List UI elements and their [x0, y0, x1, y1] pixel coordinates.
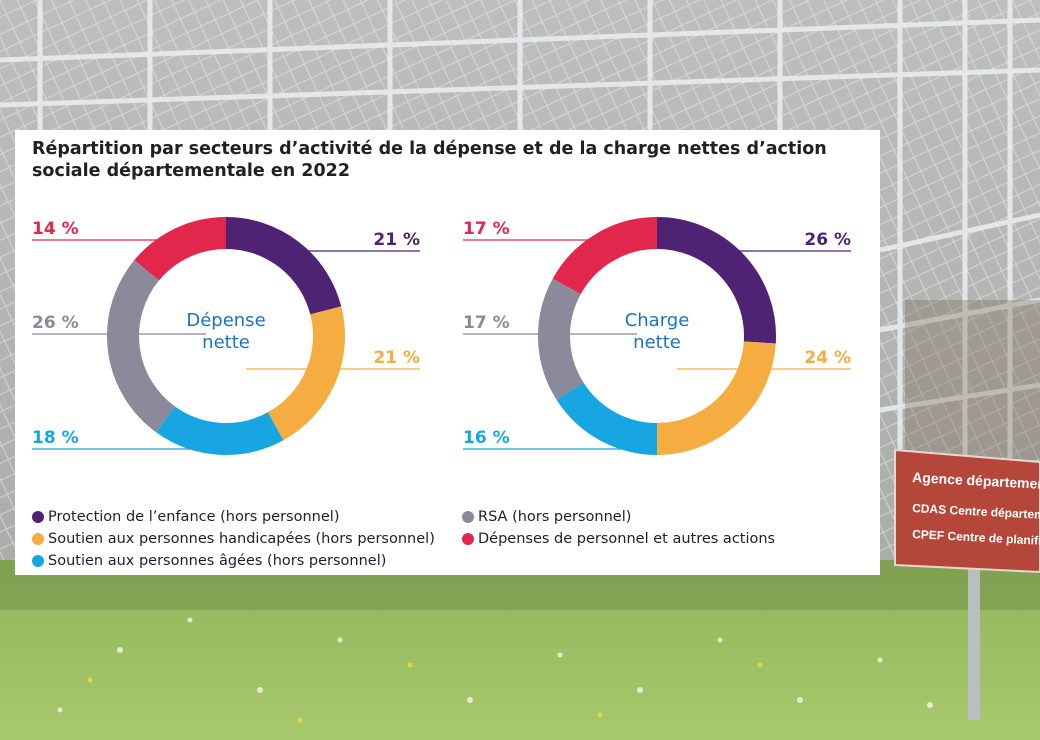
legend-dot-depenses-personnel: [462, 533, 474, 545]
legend-label: Soutien aux personnes handicapées (hors …: [48, 531, 435, 547]
legend-item-protection-enfance: Protection de l’enfance (hors personnel): [32, 509, 339, 525]
donut-slice-personnes-handicapees: [267, 306, 345, 441]
data-label-protection-enfance: 26 %: [804, 230, 851, 250]
legend-dot-personnes-handicapees: [32, 533, 44, 545]
legend-label: Soutien aux personnes âgées (hors person…: [48, 553, 387, 569]
data-label-rsa: 17 %: [463, 313, 510, 333]
data-label-rsa: 26 %: [32, 313, 79, 333]
center-label-line: Dépense: [186, 310, 265, 331]
center-label-line: Charge: [625, 310, 690, 331]
legend-dot-rsa: [462, 511, 474, 523]
legend: Protection de l’enfance (hors personnel)…: [32, 509, 872, 575]
signboard: Agence départementale CDAS Centre départ…: [894, 448, 1040, 574]
chart-card: Répartition par secteurs d’activité de l…: [15, 130, 880, 575]
data-label-depenses-personnel: 17 %: [463, 219, 510, 239]
donut-slice-rsa: [538, 278, 584, 400]
donut-slice-protection-enfance: [225, 217, 342, 315]
donut-slice-rsa: [107, 260, 176, 433]
legend-dot-personnes-agees: [32, 555, 44, 567]
data-label-personnes-handicapees: 21 %: [373, 348, 420, 368]
legend-item-rsa: RSA (hors personnel): [462, 509, 631, 525]
legend-item-depenses-personnel: Dépenses de personnel et autres actions: [462, 531, 775, 547]
data-label-personnes-agees: 16 %: [463, 428, 510, 448]
chart-title: Répartition par secteurs d’activité de l…: [32, 139, 827, 181]
data-label-personnes-handicapees: 24 %: [804, 348, 851, 368]
data-label-personnes-agees: 18 %: [32, 428, 79, 448]
legend-item-personnes-agees: Soutien aux personnes âgées (hors person…: [32, 553, 386, 569]
donut-slice-personnes-agees: [556, 382, 658, 455]
center-label-line: nette: [202, 332, 250, 353]
donut-slice-personnes-agees: [156, 406, 284, 455]
donut-slice-personnes-handicapees: [656, 340, 776, 455]
donut-slice-depenses-personnel: [552, 217, 658, 295]
legend-label: Protection de l’enfance (hors personnel): [48, 509, 340, 525]
donut-slice-protection-enfance: [656, 217, 776, 344]
legend-label: Dépenses de personnel et autres actions: [478, 531, 776, 547]
legend-label: RSA (hors personnel): [478, 509, 632, 525]
data-label-protection-enfance: 21 %: [373, 230, 420, 250]
donut-slice-depenses-personnel: [134, 217, 227, 281]
data-label-depenses-personnel: 14 %: [32, 219, 79, 239]
center-label-line: nette: [633, 332, 681, 353]
legend-item-personnes-handicapees: Soutien aux personnes handicapées (hors …: [32, 531, 435, 547]
legend-dot-protection-enfance: [32, 511, 44, 523]
